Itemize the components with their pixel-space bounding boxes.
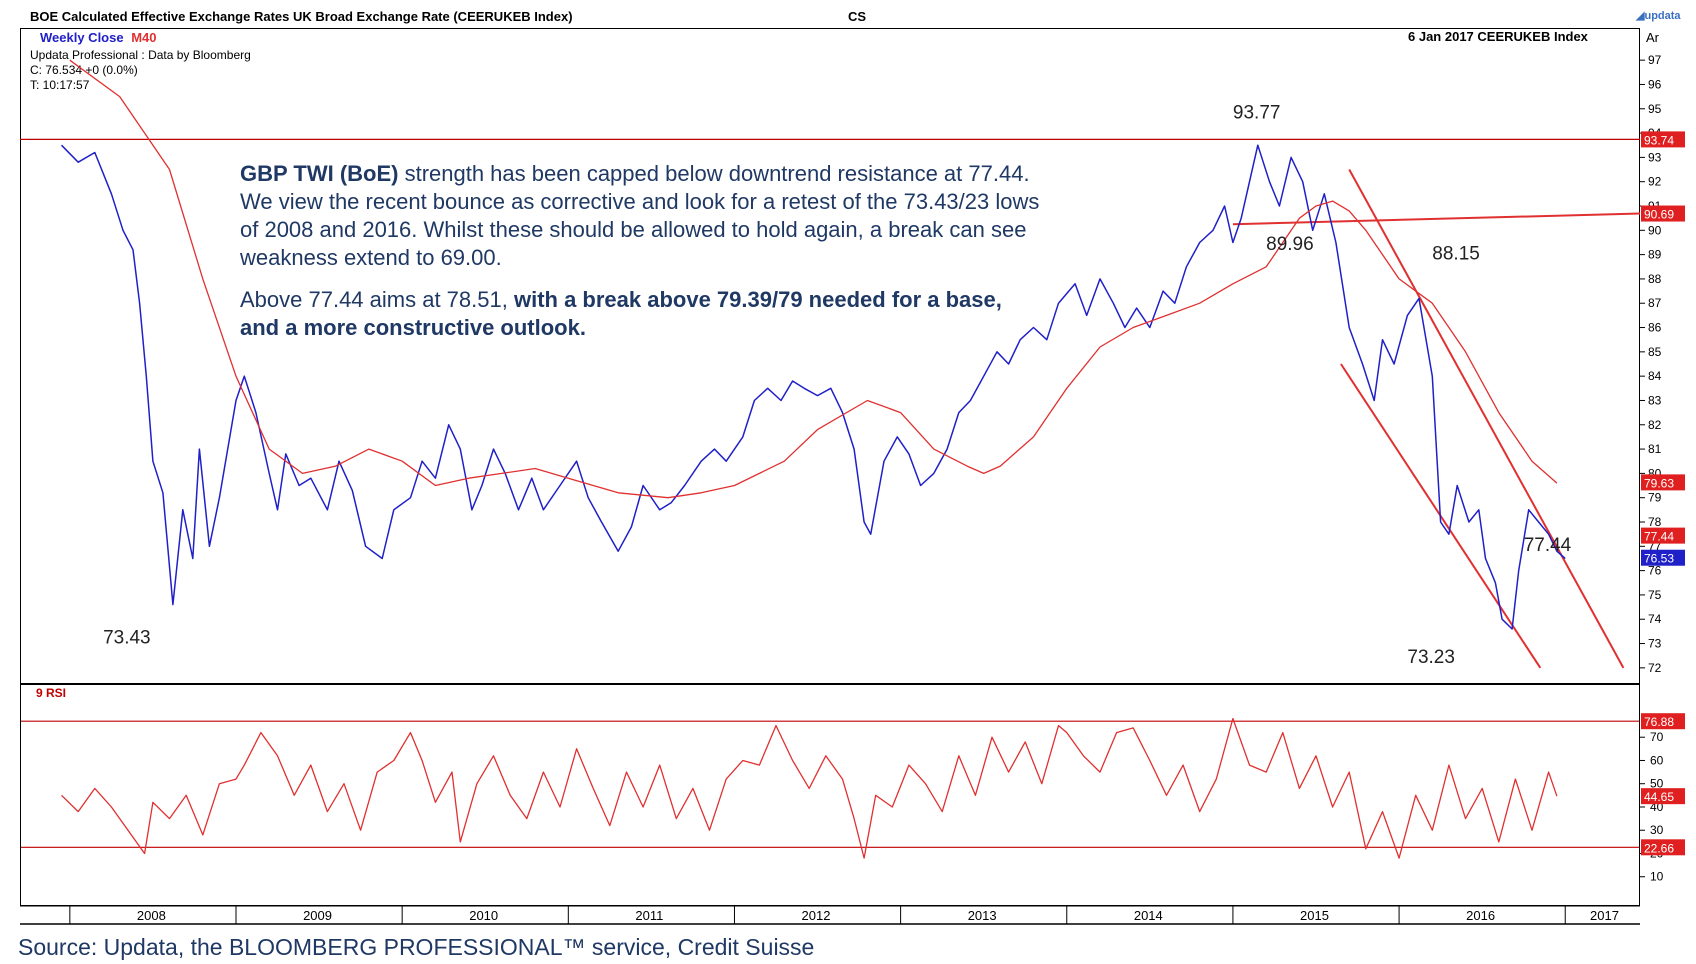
price-tick-label-15: 87 — [1648, 296, 1662, 310]
x-tick-label-8: 2016 — [1466, 908, 1495, 923]
commentary-subject: GBP TWI (BoE) — [240, 161, 399, 186]
rsi-level-tag-2-box — [1641, 839, 1685, 856]
rsi-tick-label-0: 10 — [1650, 870, 1664, 884]
rsi-level-tag-0-box — [1641, 713, 1685, 730]
rsi-tick-label-4: 50 — [1650, 777, 1664, 791]
x-tick-label-2: 2010 — [469, 908, 498, 923]
price-level-tags: 93.74 79.63 77.44 76.53 90.69 — [1641, 131, 1685, 566]
cs-label: CS — [848, 9, 867, 24]
price-tick-label-12: 84 — [1648, 369, 1662, 383]
price-level-tag-3-box — [1641, 549, 1685, 566]
commentary-text-2: Above 77.44 aims at 78.51, — [240, 287, 514, 312]
price-tick-label-24: 96 — [1648, 77, 1662, 91]
price-tick-label-4: 76 — [1648, 564, 1662, 578]
x-tick-label-9: 2017 — [1590, 908, 1619, 923]
price-tick-label-25: 97 — [1648, 53, 1662, 67]
annotation-label-1: 93.77 — [1233, 102, 1281, 123]
x-tick-label-0: 2008 — [137, 908, 166, 923]
annotation-label-4: 77.44 — [1524, 535, 1572, 556]
time-readout: T: 10:17:57 — [30, 78, 90, 92]
x-tick-label-6: 2014 — [1134, 908, 1163, 923]
price-tick-label-14: 86 — [1648, 321, 1662, 335]
price-tick-label-9: 81 — [1648, 442, 1662, 456]
price-tick-label-0: 72 — [1648, 661, 1662, 675]
price-series-group — [60, 59, 1566, 630]
annotation-label-3: 88.15 — [1432, 243, 1480, 264]
x-tick-label-5: 2013 — [968, 908, 997, 923]
price-level-tag-2-box — [1641, 527, 1685, 544]
price-level-tag-0-box — [1641, 131, 1685, 148]
trendline-1 — [1348, 169, 1625, 669]
commentary-text-2-bold: with a break above 79.39/79 needed for a… — [240, 287, 1002, 340]
x-tick-label-3: 2011 — [635, 908, 663, 923]
rsi-tick-label-2: 30 — [1650, 823, 1664, 837]
legend-row: Weekly Close M40 — [40, 30, 157, 45]
rsi-tick-label-5: 60 — [1650, 753, 1664, 767]
price-level-tag-2-text: 77.44 — [1644, 530, 1674, 544]
annotation-label-5: 73.23 — [1407, 647, 1455, 668]
price-level-tag-3-text: 76.53 — [1644, 552, 1674, 566]
chart-title: BOE Calculated Effective Exchange Rates … — [30, 9, 573, 24]
price-level-tag-1-box — [1641, 474, 1685, 491]
axis-corner-label: Ar — [1646, 30, 1659, 45]
rsi-line-0 — [61, 717, 1558, 859]
price-tick-label-18: 90 — [1648, 223, 1662, 237]
price-tick-label-7: 79 — [1648, 491, 1662, 505]
price-tick-label-20: 92 — [1648, 175, 1662, 189]
logo-text: updata — [1644, 10, 1681, 22]
x-tick-label-7: 2015 — [1300, 908, 1329, 923]
price-tick-label-16: 88 — [1648, 272, 1662, 286]
rsi-level-tag-1-box — [1641, 788, 1685, 805]
logo-mark-icon: ◢ — [1636, 10, 1645, 22]
price-tick-label-10: 82 — [1648, 418, 1662, 432]
legend-weekly-close: Weekly Close — [40, 30, 124, 45]
data-source-line: Updata Professional : Data by Bloomberg — [30, 48, 251, 62]
x-tick-label-4: 2012 — [802, 908, 831, 923]
rsi-tick-label-6: 70 — [1650, 730, 1664, 744]
price-level-tag-0-text: 93.74 — [1644, 133, 1674, 147]
commentary-text-1: strength has been capped below downtrend… — [240, 161, 1040, 270]
price-tick-label-21: 93 — [1648, 150, 1662, 164]
price-annotations: 73.43 93.77 89.96 88.15 77.44 73.23 — [103, 102, 1572, 667]
commentary-box: GBP TWI (BoE) strength has been capped b… — [240, 160, 1040, 356]
price-tick-label-2: 74 — [1648, 612, 1662, 626]
x-axis-group: 2008 2009 2010 2011 2012 2013 2014 2015 2016 2017 — [20, 905, 1640, 925]
rsi-level-tag-1-text: 44.65 — [1644, 790, 1674, 804]
commentary-paragraph-2: Above 77.44 aims at 78.51, with a break … — [240, 286, 1040, 342]
price-tick-label-6: 78 — [1648, 515, 1662, 529]
rsi-level-tag-0-text: 76.88 — [1644, 715, 1674, 729]
price-tick-label-11: 83 — [1648, 393, 1662, 407]
price-tick-label-3: 75 — [1648, 588, 1662, 602]
price-tick-label-17: 89 — [1648, 248, 1662, 262]
rsi-level-tag-2-text: 22.66 — [1644, 841, 1674, 855]
date-index-label: 6 Jan 2017 CEERUKEB Index — [1408, 29, 1588, 44]
annotation-label-2: 89.96 — [1266, 234, 1314, 255]
annotation-label-0: 73.43 — [103, 628, 151, 649]
legend-ma: M40 — [131, 30, 157, 45]
price-level-tag-4-box — [1641, 205, 1685, 222]
commentary-paragraph-1: GBP TWI (BoE) strength has been capped b… — [240, 160, 1040, 272]
source-footer: Source: Updata, the BLOOMBERG PROFESSION… — [18, 934, 815, 960]
price-tick-label-13: 85 — [1648, 345, 1662, 359]
updata-logo: ◢updata — [1636, 9, 1681, 22]
price-level-tag-1-text: 79.63 — [1644, 476, 1674, 490]
price-tick-label-23: 95 — [1648, 102, 1662, 116]
moving-average-line — [69, 59, 1558, 499]
price-level-tag-4-text: 90.69 — [1644, 208, 1674, 222]
rsi-label: 9 RSI — [36, 686, 67, 700]
price-tick-label-1: 73 — [1648, 637, 1662, 651]
price-panel — [20, 28, 1640, 684]
trendline-0 — [1232, 212, 1641, 226]
rsi-panel — [20, 684, 1640, 906]
x-tick-label-1: 2009 — [303, 908, 332, 923]
